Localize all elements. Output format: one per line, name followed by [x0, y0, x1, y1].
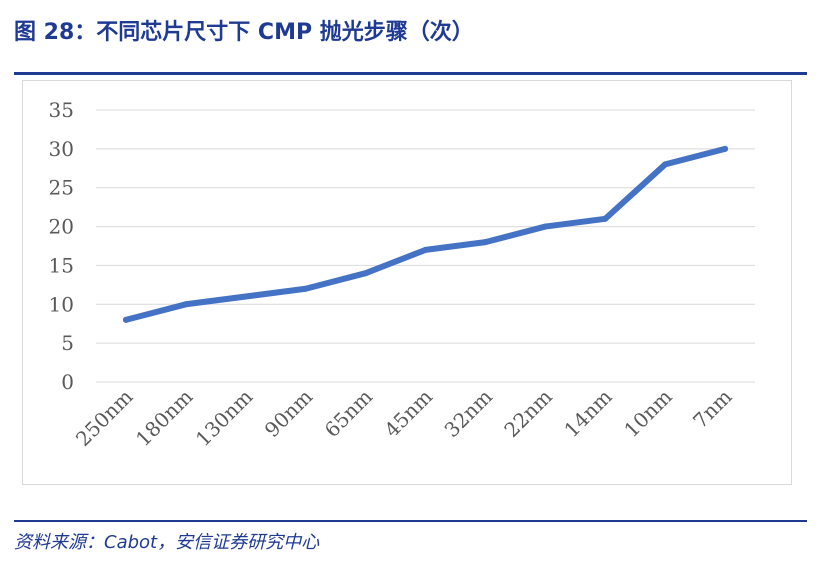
x-tick-label: 10nm [619, 385, 677, 443]
data-point-250nm [122, 316, 129, 323]
x-tick-label: 90nm [260, 385, 318, 443]
x-tick-label: 22nm [499, 385, 557, 443]
source-note: 资料来源：Cabot，安信证券研究中心 [14, 532, 320, 553]
y-tick-label: 20 [49, 215, 74, 239]
y-tick-label: 25 [49, 176, 74, 200]
data-point-65nm [362, 270, 369, 277]
y-tick-label: 10 [49, 292, 74, 316]
data-point-10nm [662, 161, 669, 168]
data-point-90nm [302, 285, 309, 292]
gridlines [96, 109, 755, 383]
data-point-130nm [242, 293, 249, 300]
data-point-45nm [422, 246, 429, 253]
x-tick-label: 45nm [380, 385, 438, 443]
x-tick-label: 14nm [559, 385, 617, 443]
y-tick-label: 15 [49, 253, 74, 277]
data-point-32nm [482, 239, 489, 246]
x-tick-label: 250nm [71, 385, 138, 452]
x-tick-label: 180nm [131, 385, 198, 452]
source-divider [14, 520, 807, 522]
x-tick-label: 65nm [320, 385, 378, 443]
series [122, 145, 729, 323]
title-divider [14, 72, 807, 75]
chart-frame [22, 80, 792, 485]
data-point-22nm [542, 223, 549, 230]
y-tick-label: 35 [49, 98, 74, 122]
data-point-14nm [602, 215, 609, 222]
figure-title: 图 28：不同芯片尺寸下 CMP 抛光步骤（次） [14, 20, 474, 45]
data-point-7nm [722, 145, 729, 152]
x-tick-label: 7nm [688, 385, 737, 434]
x-tick-label: 32nm [439, 385, 497, 443]
y-tick-label: 5 [61, 331, 74, 355]
y-tick-label: 0 [61, 370, 74, 394]
series-line [122, 145, 729, 323]
y-tick-label: 30 [49, 137, 74, 161]
data-point-180nm [182, 301, 189, 308]
y-tick-labels: 0 5 10 15 20 25 30 35 [49, 98, 74, 394]
x-tick-label: 130nm [191, 385, 258, 452]
